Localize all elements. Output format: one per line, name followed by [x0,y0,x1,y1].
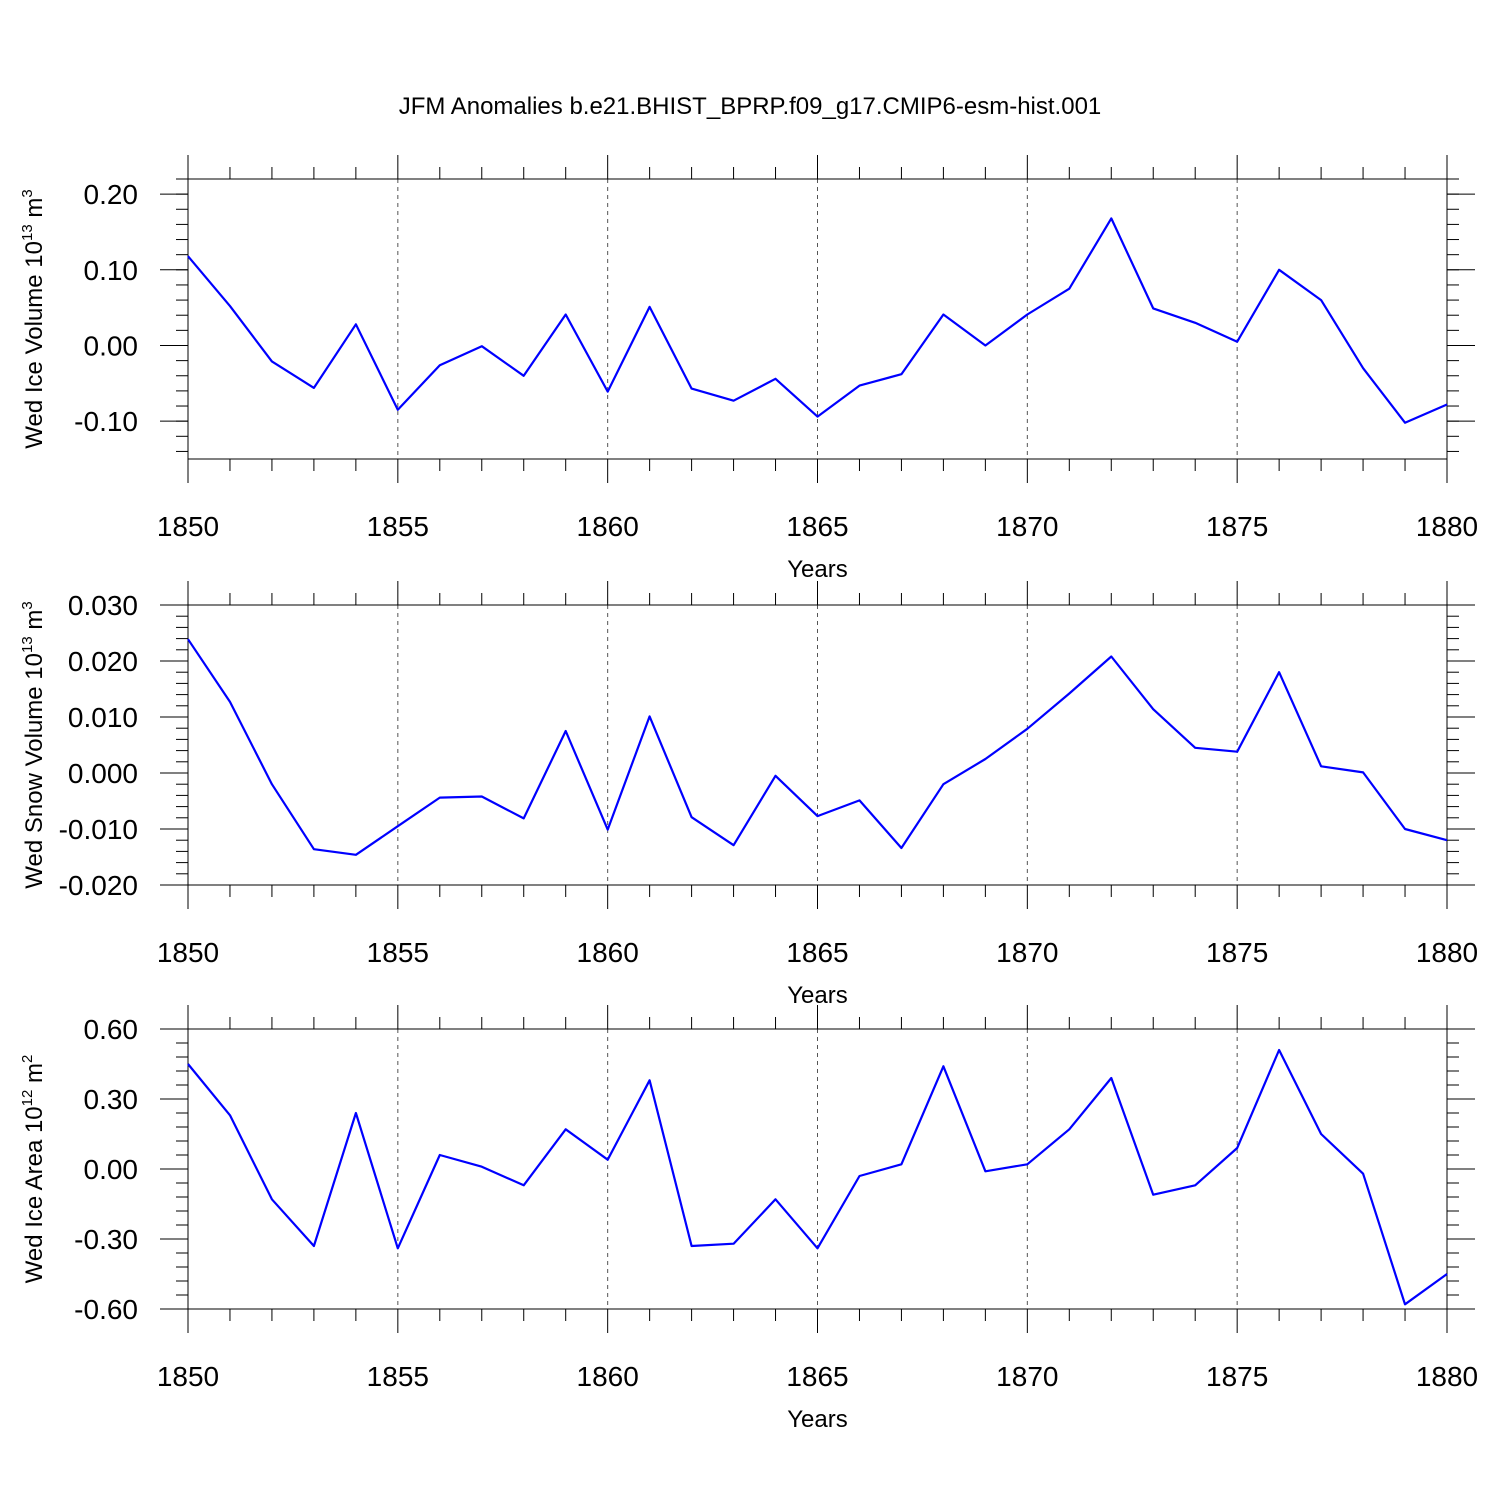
x-tick-label: 1850 [157,1361,219,1392]
panel-2: -0.020 -0.010 0.000 0.010 0.020 0.030 1850 1855… [19,581,1478,1009]
x-tick-label: 1865 [786,511,848,542]
x-axis-label: Years [787,982,848,1009]
x-tick-label: 1860 [577,511,639,542]
y-tick-label: -0.020 [59,870,138,901]
y-axis-label: Wed Ice Area 1012 m2 [19,1055,48,1284]
panel-1: -0.10 0.00 0.10 0.20 1850 1855 1860 1865 1870 187… [19,155,1478,583]
x-tick-label: 1880 [1416,511,1478,542]
y-axis-label-unit-exponent: 3 [19,189,36,197]
x-tick-label: 1875 [1206,937,1268,968]
x-tick-label: 1855 [367,1361,429,1392]
y-axis-label-unit-exponent: 2 [19,1055,36,1063]
y-axis-label: Wed Snow Volume 1013 m3 [19,601,48,888]
x-tick-label: 1870 [996,511,1058,542]
y-tick-label: 0.030 [68,590,138,621]
y-tick-label: -0.30 [74,1224,138,1255]
y-axis-label-unit: m [21,198,48,225]
series-line-wed-snow-volume [187,638,1448,856]
y-tick-label: 0.00 [84,1154,139,1185]
series-line-wed-ice-volume [187,217,1448,424]
x-tick-label: 1850 [157,511,219,542]
y-tick-label: 0.00 [84,330,139,361]
series-line-wed-ice-area [187,1048,1448,1306]
x-tick-label: 1875 [1206,511,1268,542]
y-tick-label: 0.20 [84,179,139,210]
y-tick-label: 0.010 [68,702,138,733]
y-axis-label-main: Wed Ice Volume 10 [21,241,48,449]
x-tick-label: 1870 [996,937,1058,968]
x-tick-label: 1880 [1416,937,1478,968]
x-tick-label: 1870 [996,1361,1058,1392]
y-tick-label: -0.60 [74,1294,138,1325]
y-axis-label-unit: m [21,610,48,637]
figure-title: JFM Anomalies b.e21.BHIST_BPRP.f09_g17.C… [399,93,1102,120]
y-axis-label-exponent: 13 [19,224,36,241]
x-tick-label: 1860 [577,1361,639,1392]
y-tick-label: 0.000 [68,758,138,789]
y-tick-label: 0.60 [84,1014,139,1045]
y-axis-label-unit: m [21,1063,48,1090]
x-tick-label: 1855 [367,511,429,542]
x-tick-label: 1865 [786,937,848,968]
y-axis-label-unit-exponent: 3 [19,601,36,609]
y-axis-label: Wed Ice Volume 1013 m3 [19,189,48,448]
x-axis-label: Years [787,556,848,583]
x-tick-label: 1880 [1416,1361,1478,1392]
y-axis-label-exponent: 13 [19,636,36,653]
y-tick-label: 0.10 [84,255,139,286]
panel-3: -0.60 -0.30 0.00 0.30 0.60 1850 1855 1860 1865 18… [19,1005,1478,1433]
x-axis-label: Years [787,1406,848,1433]
x-tick-label: 1855 [367,937,429,968]
x-tick-label: 1865 [786,1361,848,1392]
x-tick-label: 1860 [577,937,639,968]
y-tick-label: -0.010 [59,814,138,845]
y-axis-label-exponent: 12 [19,1090,36,1107]
y-axis-label-main: Wed Snow Volume 10 [21,653,48,889]
x-tick-label: 1875 [1206,1361,1268,1392]
y-tick-label: -0.10 [74,406,138,437]
y-tick-label: 0.30 [84,1084,139,1115]
y-tick-label: 0.020 [68,646,138,677]
x-tick-label: 1850 [157,937,219,968]
panels-container: -0.10 0.00 0.10 0.20 1850 1855 1860 1865 1870 187… [19,155,1478,1433]
y-axis-label-main: Wed Ice Area 10 [21,1106,48,1283]
